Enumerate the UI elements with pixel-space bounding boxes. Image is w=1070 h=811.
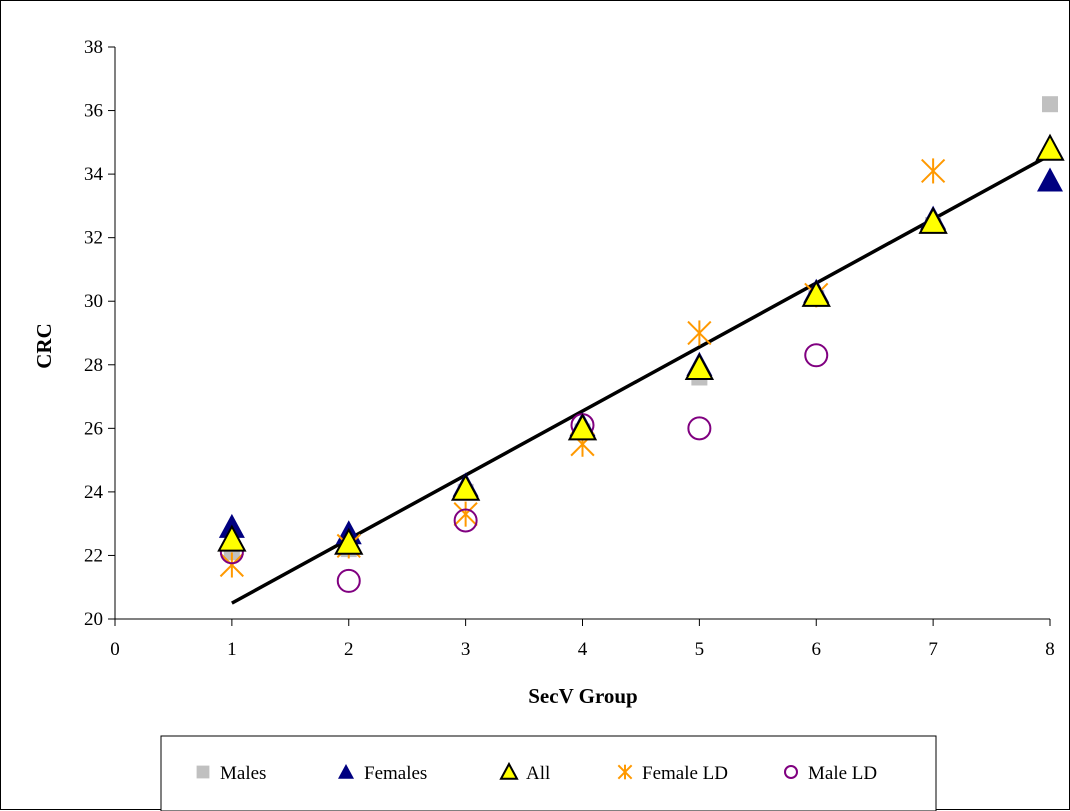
square-marker	[196, 765, 210, 779]
triangle-outline-marker	[801, 279, 831, 307]
all-point	[684, 352, 715, 381]
legend-label-males: Males	[220, 763, 266, 784]
all-point	[567, 413, 598, 441]
triangle-outline-marker	[334, 527, 364, 555]
all-point	[334, 527, 364, 555]
x-axis-title: SecV Group	[528, 684, 638, 708]
male-ld-point	[804, 343, 829, 368]
all-point	[801, 279, 831, 307]
females-point	[1037, 167, 1063, 192]
triangle-outline-marker	[684, 352, 715, 381]
y-tick-label: 30	[84, 291, 103, 312]
all-point	[918, 206, 948, 234]
legend-items: Males Females All Female LD Male LD	[196, 761, 877, 784]
all-point	[450, 473, 481, 501]
x-tick-label: 6	[812, 639, 822, 660]
triangle-marker	[338, 764, 354, 779]
x-tick-label: 4	[578, 639, 588, 660]
x-tick-label: 0	[110, 639, 120, 660]
x-tick-label: 3	[461, 639, 471, 660]
legend-label-all: All	[526, 763, 550, 784]
legend-label-female-ld: Female LD	[642, 763, 728, 784]
triangle-outline-marker	[450, 473, 481, 501]
circle-marker	[687, 416, 712, 441]
circle-marker	[336, 568, 361, 593]
male-ld-point	[453, 508, 478, 533]
legend-marker-all	[499, 761, 519, 780]
x-tick-label: 8	[1045, 639, 1055, 660]
female-ld-point	[453, 501, 478, 527]
all-point	[217, 524, 247, 552]
circle-marker	[453, 508, 478, 533]
female-ld-point	[219, 552, 244, 578]
female-ld-point	[921, 158, 946, 184]
trendline	[231, 153, 1051, 605]
male-ld-point	[336, 568, 361, 593]
legend-marker-male-ld	[784, 765, 798, 779]
square-marker	[1042, 96, 1058, 113]
triangle-outline-marker	[499, 761, 519, 780]
y-tick-label: 38	[84, 37, 103, 58]
x-tick-label: 7	[928, 639, 938, 660]
all-point	[1035, 133, 1065, 161]
male-ld-point	[687, 416, 712, 441]
y-tick-label: 20	[84, 609, 103, 630]
y-tick-label: 36	[84, 101, 103, 122]
legend-box	[160, 735, 937, 811]
triangle-outline-marker	[567, 413, 598, 441]
y-tick-label: 24	[84, 482, 104, 503]
circle-marker	[804, 343, 829, 368]
triangle-marker	[1037, 167, 1063, 192]
trendline-group	[231, 153, 1051, 605]
legend-marker-males	[196, 765, 210, 779]
circle-marker	[784, 765, 798, 779]
legend: Males Females All Female LD Male LD	[160, 735, 937, 811]
males-point	[1042, 96, 1058, 113]
y-axis-title: CRC	[32, 323, 56, 369]
triangle-outline-marker	[918, 206, 948, 234]
legend-label-females: Females	[364, 763, 427, 784]
y-tick-label: 28	[84, 355, 103, 376]
y-tick-label: 32	[84, 228, 103, 249]
data-points	[217, 96, 1065, 593]
triangle-outline-marker	[217, 524, 247, 552]
x-tick-label: 2	[344, 639, 354, 660]
y-tick-label: 34	[84, 164, 104, 185]
triangle-outline-marker	[1035, 133, 1065, 161]
y-tick-label: 26	[84, 418, 103, 439]
legend-marker-females	[338, 764, 354, 779]
x-tick-label: 5	[695, 639, 705, 660]
female-ld-point	[687, 320, 712, 346]
legend-label-male-ld: Male LD	[808, 763, 877, 784]
x-tick-label: 1	[227, 639, 237, 660]
y-tick-label: 22	[84, 545, 103, 566]
legend-marker-female-ld	[617, 764, 633, 780]
